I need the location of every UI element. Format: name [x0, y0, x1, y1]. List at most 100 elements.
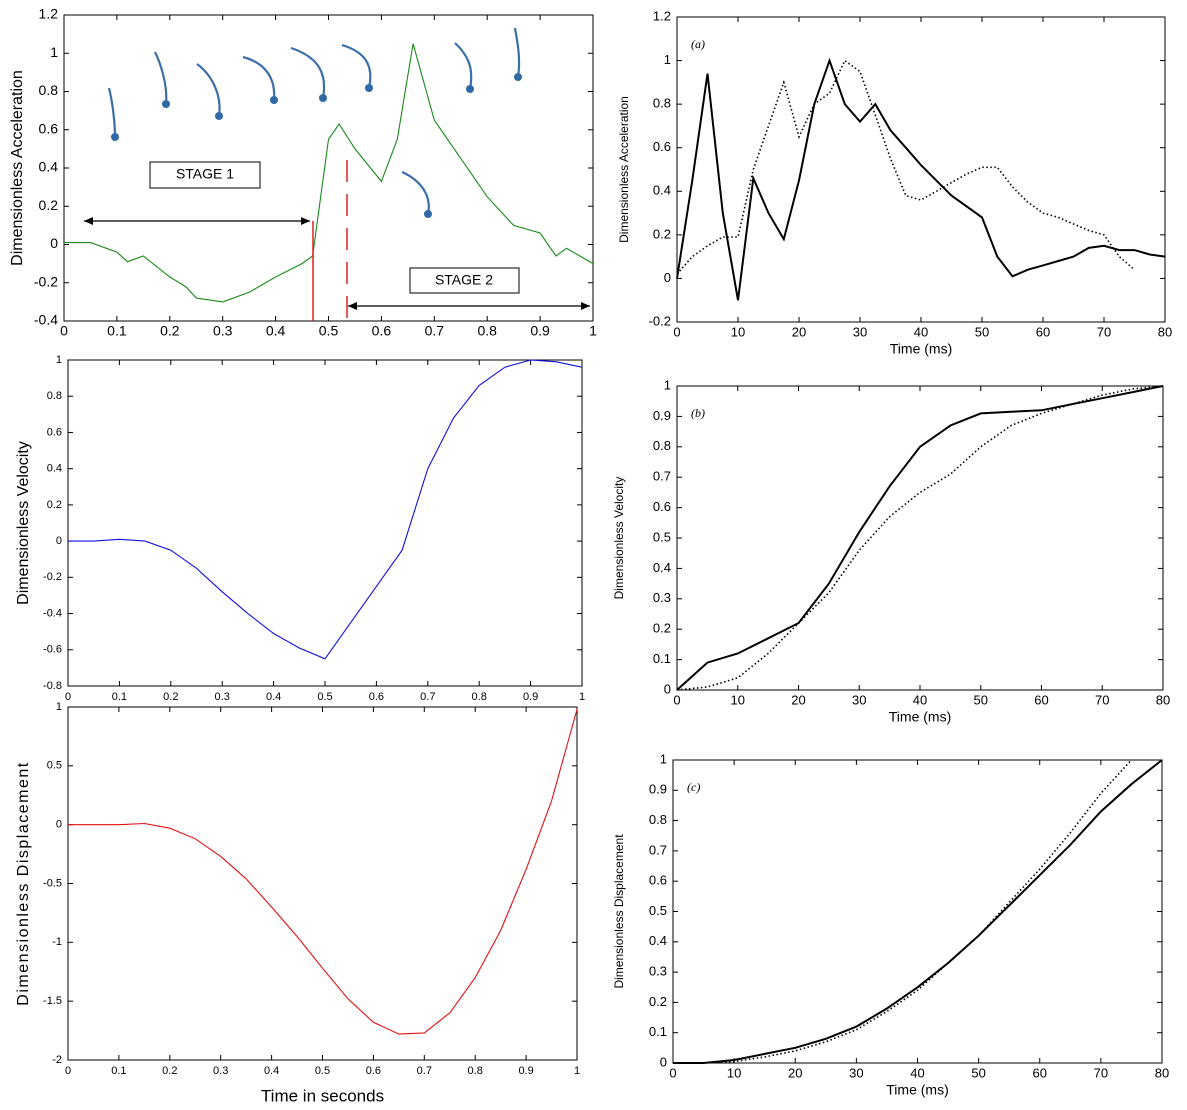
x-tick-label: 30 [852, 692, 866, 707]
y-tick-label: 0.7 [649, 842, 667, 857]
y-tick-label: 0.4 [653, 183, 671, 198]
y-tick-label: 0.8 [653, 438, 671, 453]
x-tick-label: 40 [914, 324, 928, 339]
x-tick-label: 0.3 [213, 323, 233, 339]
x-axis-label: Time (ms) [886, 1082, 948, 1098]
y-tick-label: 0.4 [39, 159, 59, 175]
plot-frame [672, 759, 1163, 1064]
x-tick-label: 60 [1033, 1065, 1047, 1080]
y-axis-label: Dimensionless Displacement [612, 834, 626, 989]
y-tick-label: 0 [50, 235, 58, 251]
y-tick-label: 1 [56, 354, 62, 366]
icon [319, 94, 327, 102]
x-tick-label: 1 [574, 1065, 580, 1077]
stage-markers: STAGE 1 STAGE 2 [84, 160, 590, 321]
x-axis-label: Time (ms) [890, 341, 952, 357]
x-tick-label: 0.3 [215, 691, 230, 703]
x-tick-label: 50 [975, 324, 989, 339]
x-tick-label: 0.3 [213, 1065, 228, 1077]
x-tick-label: 0.9 [518, 1065, 533, 1077]
x-tick-label: 0.8 [468, 1065, 483, 1077]
x-tick-label: 30 [849, 1065, 863, 1080]
data-line [673, 759, 1163, 1064]
y-tick-label: 0 [660, 1054, 667, 1069]
y-tick-label: 0.2 [653, 226, 671, 241]
x-tick-label: 0.5 [319, 323, 339, 339]
x-tick-label: 50 [974, 692, 988, 707]
x-tick-label: 0.7 [420, 691, 435, 703]
x-tick-label: 40 [910, 1065, 924, 1080]
x-tick-label: 0.9 [523, 691, 538, 703]
x-tick-label: 0.8 [472, 691, 487, 703]
y-tick-label: -0.2 [649, 313, 671, 328]
y-tick-label: 0.6 [47, 426, 62, 438]
y-tick-label: 0 [664, 270, 671, 285]
x-tick-label: 0.4 [264, 1065, 279, 1077]
data-line [676, 385, 1164, 691]
y-tick-label: -0.4 [43, 607, 62, 619]
y-tick-label: 0.1 [649, 1024, 667, 1039]
y-tick-label: 0.4 [47, 463, 62, 475]
y-axis-label: Dimensionless Displacement [15, 761, 32, 1005]
data-line [676, 59, 1136, 275]
y-tick-label: 0.6 [653, 499, 671, 514]
x-tick-label: 80 [1155, 1065, 1169, 1080]
y-tick-label: 0.3 [653, 590, 671, 605]
panel-label: (b) [691, 406, 705, 420]
y-tick-label: 0 [56, 535, 62, 547]
chart: 0 10 20 30 40 50 60 70 80 0 0.1 0.2 0.3 0.4 0.5 0.6 0.7 0… [612, 751, 1169, 1097]
y-tick-label: 0.8 [649, 812, 667, 827]
chart: 0 10 20 30 40 50 60 70 80-0.200.20.40.60.811.2Di… [617, 8, 1172, 356]
x-tick-label: 60 [1034, 692, 1048, 707]
plot-frame [67, 706, 578, 1061]
y-tick-label: 1 [664, 377, 671, 392]
x-tick-label: 20 [791, 692, 805, 707]
x-tick-label: 1 [589, 323, 597, 339]
icon [107, 87, 117, 138]
pendulum-icons [107, 27, 522, 218]
panel-label: (a) [691, 37, 705, 51]
y-tick-label: -0.8 [43, 680, 62, 692]
y-tick-label: 0.8 [47, 390, 62, 402]
stage-box [409, 267, 520, 294]
y-tick-label: -0.5 [43, 877, 62, 889]
icon [401, 170, 430, 215]
y-tick-label: 1 [56, 701, 62, 713]
x-tick-label: 0.9 [530, 323, 550, 339]
data-line [68, 709, 578, 1035]
data-line [673, 759, 1132, 1064]
x-tick-label: 70 [1097, 324, 1111, 339]
data-line [64, 43, 594, 303]
x-tick-label: 0.6 [372, 323, 392, 339]
y-tick-label: 0.2 [39, 197, 59, 213]
stage-box [149, 161, 261, 189]
x-tick-label: 0.7 [425, 323, 445, 339]
plot-frame [67, 359, 583, 687]
y-tick-label: -0.6 [43, 644, 62, 656]
y-tick-label: 0.5 [653, 529, 671, 544]
x-tick-label: 0 [673, 692, 680, 707]
x-tick-label: 70 [1094, 1065, 1108, 1080]
x-tick-label: 30 [853, 324, 867, 339]
y-axis-label: Dimensionless Velocity [612, 477, 626, 600]
icon [341, 43, 372, 89]
y-tick-label: 0.2 [47, 499, 62, 511]
y-tick-label: 0.8 [39, 82, 59, 98]
y-tick-label: 0.4 [653, 560, 671, 575]
chart: 0 10 20 30 40 50 60 70 80 0 0.1 0.2 0.3 0.4 0.5 0.6 0.7 0… [612, 377, 1170, 724]
icon [111, 133, 119, 141]
x-tick-label: 0.6 [366, 1065, 381, 1077]
x-tick-label: 0.2 [162, 1065, 177, 1077]
chart: 0 0.1 0.2 0.3 0.4 0.5 0.6 0.7 0.8 0.9 1 -2 -1.5 -1 -0.… [15, 701, 580, 1106]
data-line [676, 385, 1164, 691]
y-tick-label: 0.9 [653, 408, 671, 423]
y-tick-label: 0.6 [39, 120, 59, 136]
icon [365, 84, 373, 92]
y-tick-label: -1.5 [43, 995, 62, 1007]
x-tick-label: 0.1 [107, 323, 127, 339]
x-tick-label: 0.5 [317, 691, 332, 703]
x-tick-label: 0.4 [266, 691, 281, 703]
x-tick-label: 0.1 [112, 691, 127, 703]
y-tick-label: 0 [664, 681, 671, 696]
